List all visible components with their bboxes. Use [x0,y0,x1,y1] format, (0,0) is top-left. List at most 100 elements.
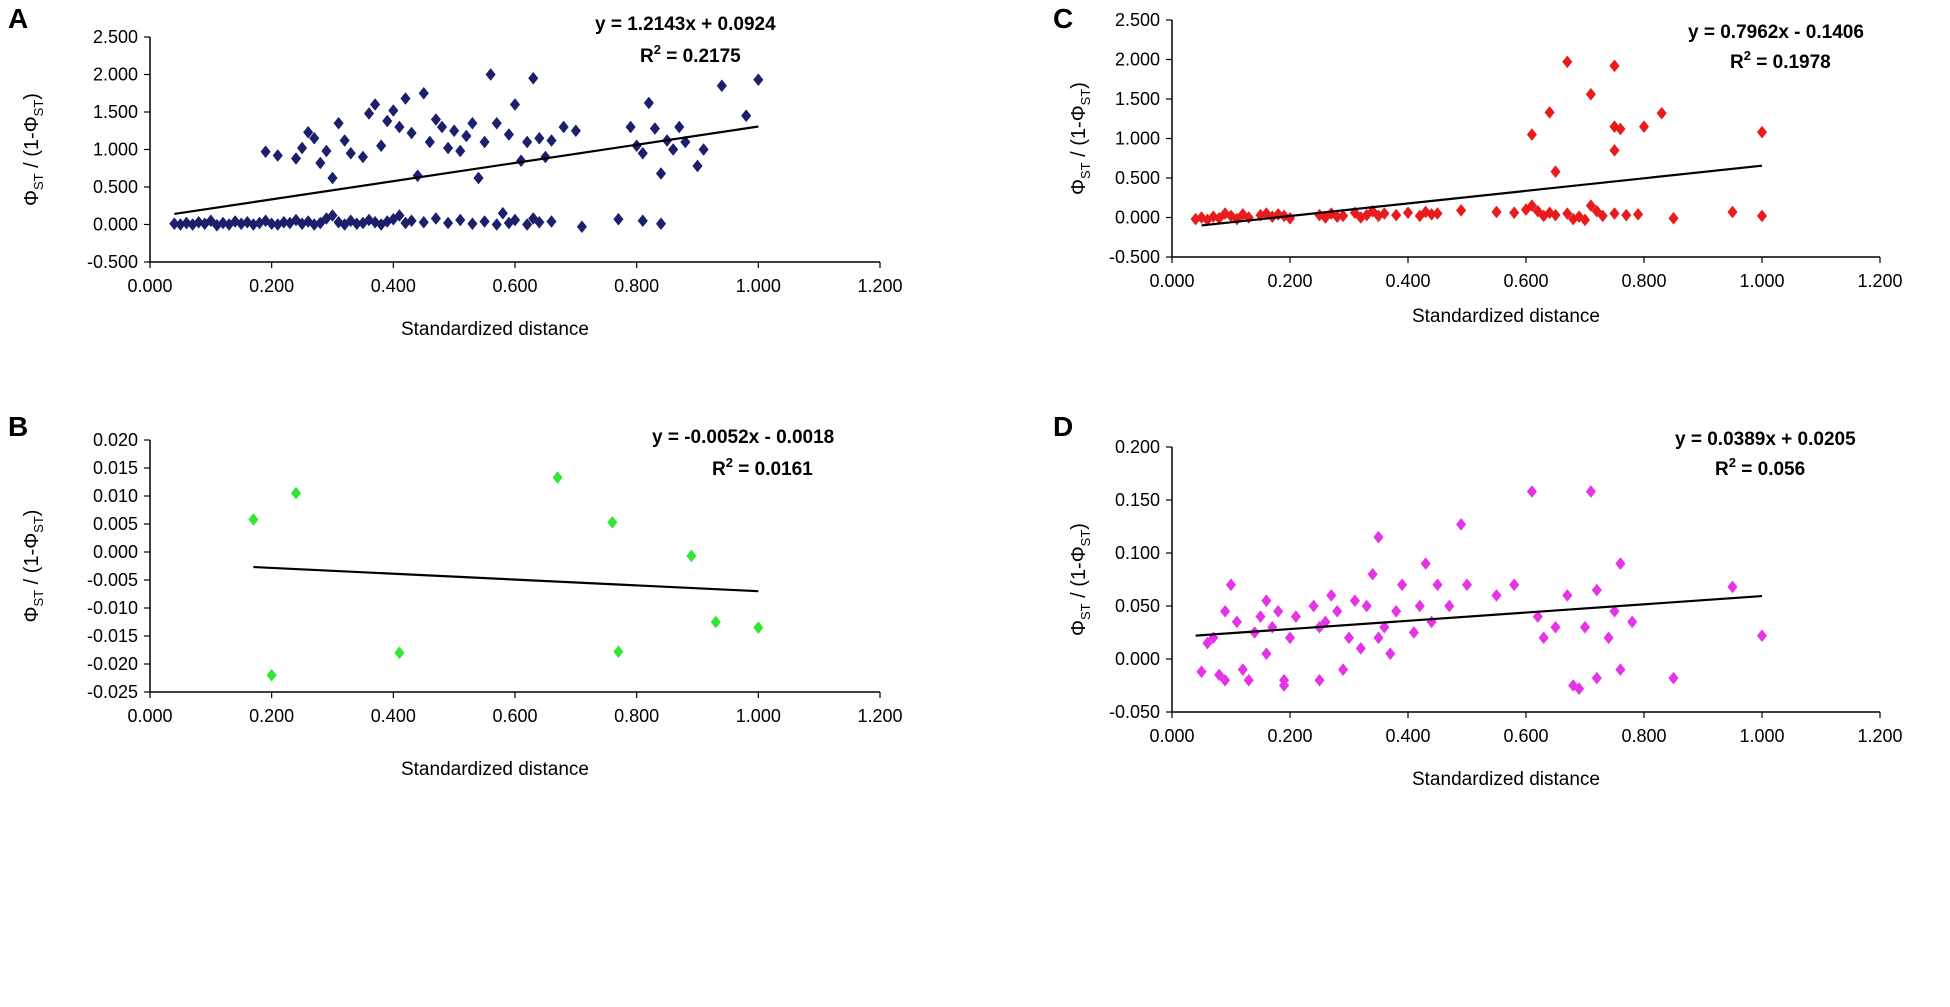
y-axis-label-part: / (1-Φ [21,533,43,590]
data-point [576,220,588,234]
data-point [1255,610,1266,624]
data-point [1632,207,1644,221]
data-point [442,141,454,155]
y-axis-label-part: Φ [21,190,43,206]
y-tick-label: 1.500 [1115,89,1160,109]
data-point [1538,631,1549,645]
data-point [1526,199,1538,213]
data-point [515,154,527,168]
data-point [1361,599,1372,613]
x-tick-label: 0.200 [1267,271,1312,291]
data-point [1756,209,1768,223]
chart-panel-b: -0.025 -0.020 -0.015 -0.010 -0.005 0.000 0.005… [8,411,903,780]
data-point [1426,615,1437,629]
trendline [174,125,759,216]
y-tick-label: 2.000 [93,65,138,85]
data-point [1444,599,1455,613]
data-point [1385,647,1396,661]
data-point [309,131,320,145]
data-point [710,615,721,629]
panel-letter: C [1053,3,1073,34]
data-point [485,68,496,81]
x-tick-label: 0.400 [1385,271,1430,291]
y-axis-label-part: / (1-Φ [1068,546,1090,603]
y-tick-label: -0.500 [87,252,138,272]
data-point [1550,620,1561,634]
r-squared-value: = 0.2175 [661,46,741,67]
data-point [637,214,648,228]
data-point [1337,663,1349,677]
data-point [1668,671,1679,685]
y-tick-label: 0.050 [1115,596,1160,616]
data-point [1579,213,1591,227]
data-point [412,169,423,183]
data-point [753,621,764,635]
y-tick-label: 0.005 [93,514,138,534]
x-tick-label: 0.600 [492,706,537,726]
y-axis-label: ΦST / (1-ΦST) [1068,82,1093,195]
r-squared-superscript: 2 [654,42,661,57]
regression-equation: y = 0.7962x - 0.1406 [1688,22,1864,43]
data-point [692,159,703,173]
data-point [248,513,259,526]
data-point [1455,203,1467,217]
data-point [1320,615,1331,629]
data-point [1727,580,1738,594]
y-axis-label-part: ) [1068,82,1090,89]
y-tick-label: 0.100 [1115,543,1160,563]
data-point [1432,578,1443,592]
y-axis-label-subscript: ST [31,516,46,533]
data-point [522,135,533,149]
data-point [1727,205,1738,219]
data-point [479,135,490,149]
data-point [534,215,545,229]
data-point [1367,567,1378,581]
trendline [1201,164,1763,227]
data-point [290,486,302,500]
regression-equation: y = -0.0052x - 0.0018 [652,427,834,448]
data-point [1491,588,1502,602]
chart-panel-c: -0.500 0.000 0.500 1.000 1.500 2.000 2.500 0.00… [1053,3,1903,327]
data-point [461,129,472,143]
data-point [540,150,551,164]
data-point [1562,588,1573,602]
y-tick-label: -0.010 [87,598,138,618]
y-axis-label-part: Φ [1068,620,1090,636]
data-point [430,113,442,126]
data-point [1526,128,1538,141]
y-axis-label: ΦST / (1-ΦST) [21,510,46,623]
data-point [266,668,277,682]
data-point [473,171,484,185]
y-axis-label: ΦST / (1-ΦST) [21,93,46,206]
data-point [497,206,508,220]
data-point [1337,209,1349,223]
data-point [668,143,679,156]
data-point [1314,673,1325,687]
data-point [607,515,618,529]
y-tick-label: -0.020 [87,654,138,674]
y-tick-label: -0.025 [87,682,138,702]
x-tick-label: 0.200 [249,276,294,296]
data-point [522,218,533,231]
data-point [1414,599,1425,613]
data-point [1668,211,1679,225]
data-point [296,141,308,155]
data-point [455,144,466,158]
data-point [509,98,521,111]
trendline [1195,594,1763,637]
data-point [1355,641,1366,655]
x-axis-label: Standardized distance [1412,306,1600,327]
data-point [1391,604,1402,618]
x-tick-label: 0.800 [614,706,659,726]
data-point [509,213,521,227]
y-tick-label: 1.000 [93,140,138,160]
data-point [1243,673,1254,687]
data-point [1373,631,1384,645]
y-axis-label-subscript: ST [1078,89,1093,106]
data-point [1225,578,1237,592]
data-point [741,109,752,123]
data-point [1326,588,1337,602]
regression-equation: y = 0.0389x + 0.0205 [1675,429,1856,450]
data-point [1615,557,1626,571]
data-point [424,135,435,149]
